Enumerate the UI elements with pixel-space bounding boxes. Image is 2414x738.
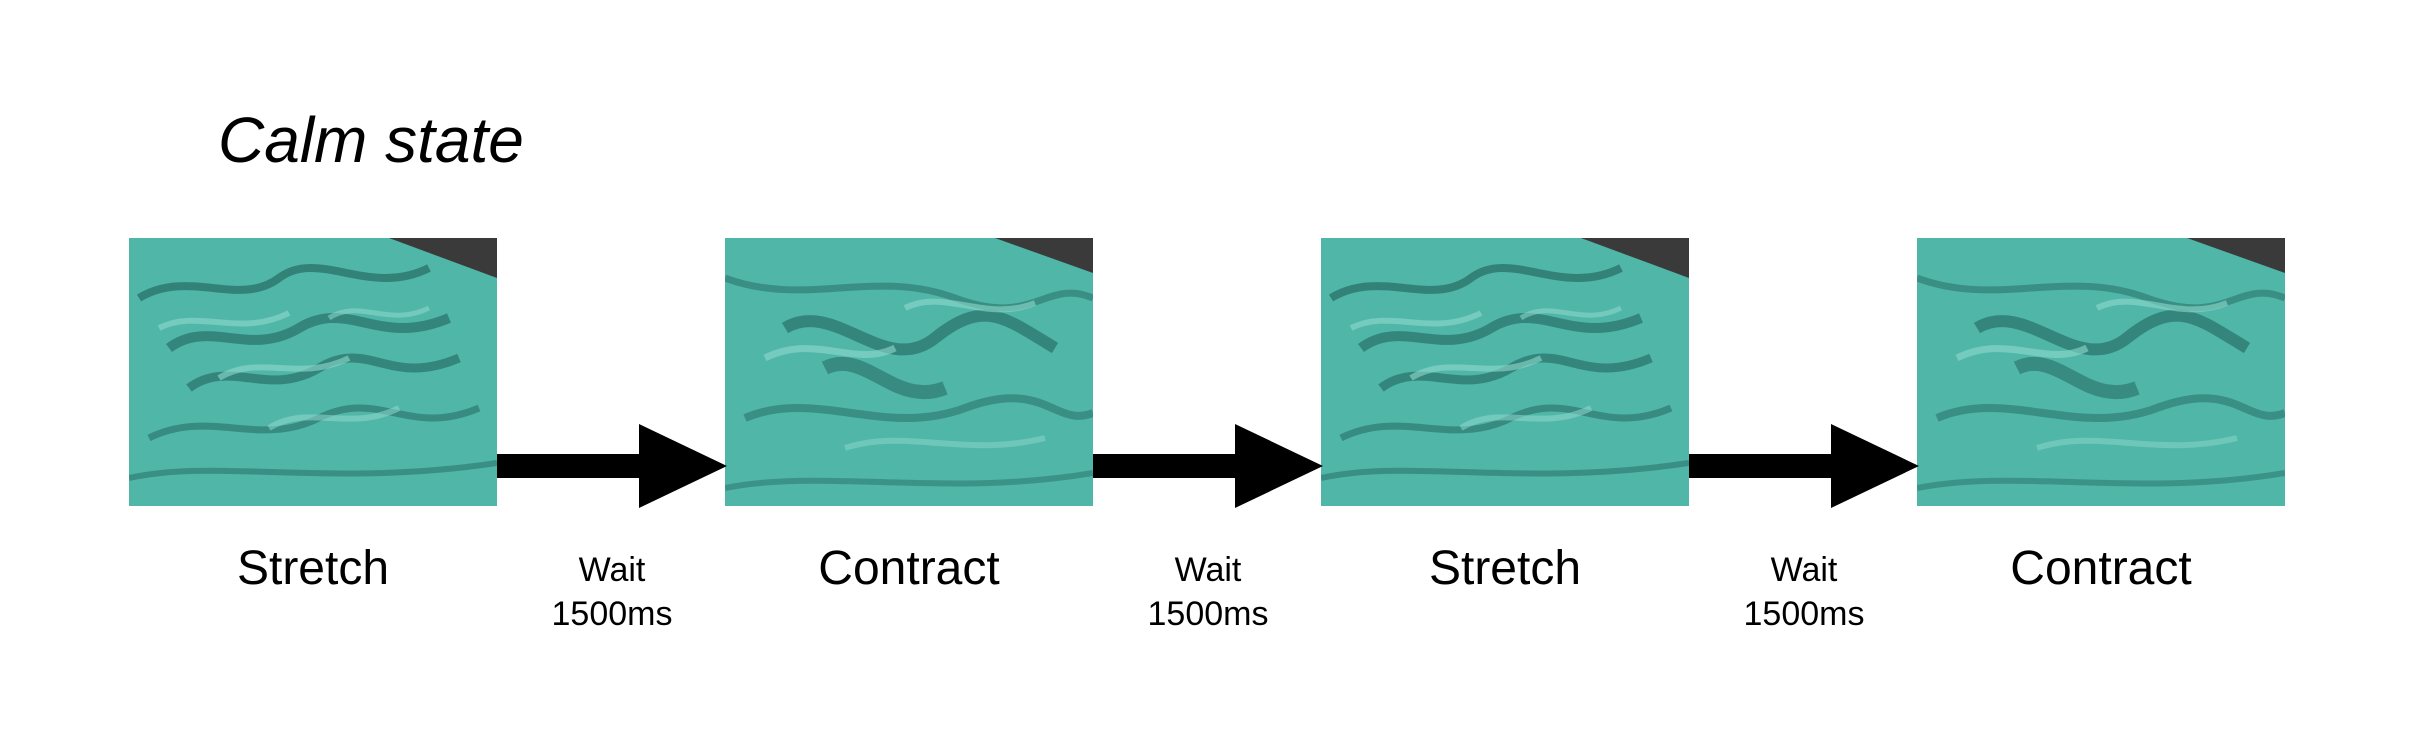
diagram-title: Calm state — [218, 108, 524, 172]
arrow-right-icon-1 — [497, 424, 727, 508]
wait-label-line1: Wait — [497, 548, 727, 592]
wait-label-line1: Wait — [1093, 548, 1323, 592]
arrow-right-icon-2 — [1093, 424, 1323, 508]
wait-label-line2: 1500ms — [1093, 592, 1323, 636]
wait-label-line2: 1500ms — [497, 592, 727, 636]
frame-label-stretch-1: Stretch — [129, 545, 497, 593]
wait-label-2: Wait 1500ms — [1093, 548, 1323, 636]
wait-label-line1: Wait — [1689, 548, 1919, 592]
fabric-frame-contract-2 — [1917, 238, 2285, 506]
wait-label-line2: 1500ms — [1689, 592, 1919, 636]
fabric-frame-stretch-1 — [129, 238, 497, 506]
fabric-frame-contract-1 — [725, 238, 1093, 506]
arrow-right-icon-3 — [1689, 424, 1919, 508]
frame-label-stretch-2: Stretch — [1321, 545, 1689, 593]
fabric-frame-stretch-2 — [1321, 238, 1689, 506]
wait-label-3: Wait 1500ms — [1689, 548, 1919, 636]
frame-label-contract-2: Contract — [1917, 545, 2285, 593]
frame-label-contract-1: Contract — [725, 545, 1093, 593]
wait-label-1: Wait 1500ms — [497, 548, 727, 636]
